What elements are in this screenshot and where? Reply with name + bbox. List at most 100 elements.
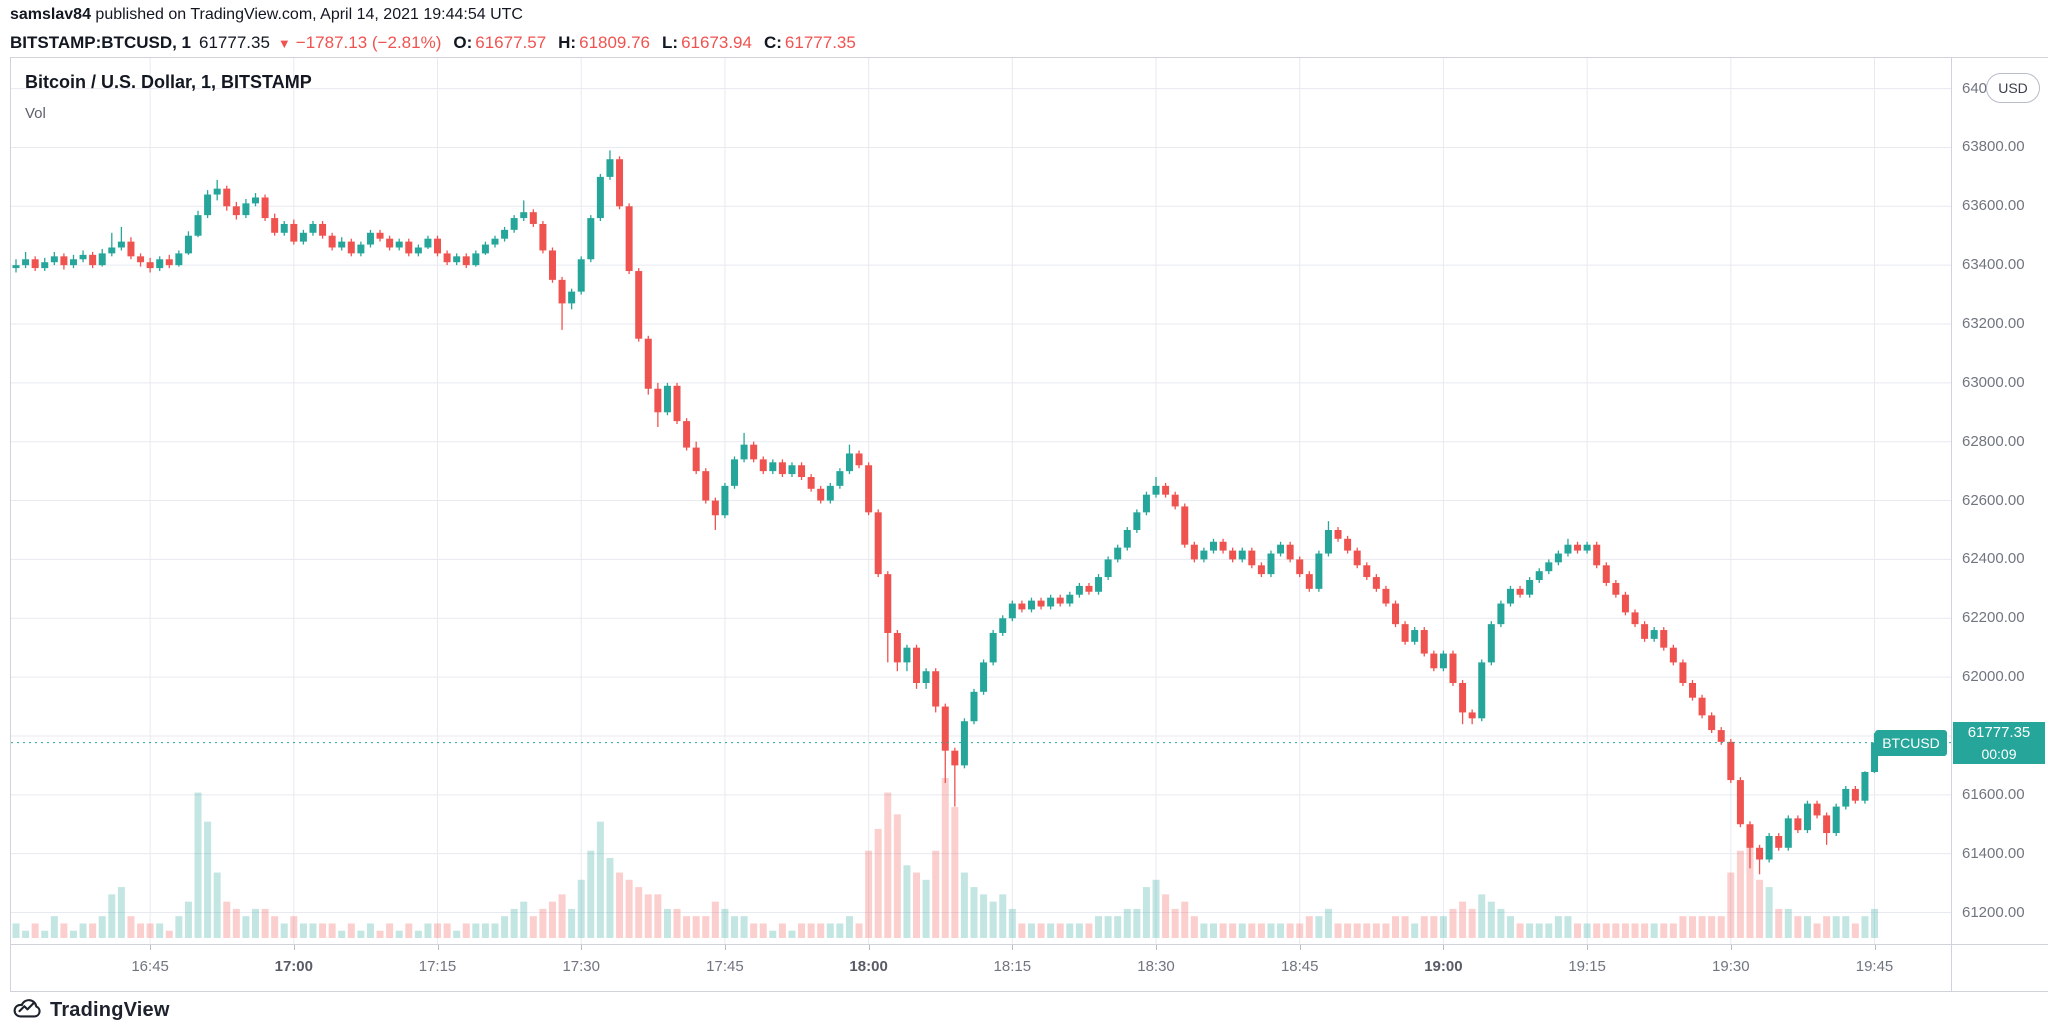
candle-body — [223, 188, 231, 207]
volume-bar — [644, 894, 652, 938]
candle-body — [1411, 630, 1419, 642]
price-axis-label: 62600.00 — [1962, 491, 2025, 509]
time-axis-label: 18:30 — [1137, 958, 1175, 975]
volume-bar — [501, 916, 509, 938]
volume-bar — [271, 916, 279, 938]
time-axis-label: 18:15 — [993, 958, 1032, 975]
volume-bar — [309, 923, 317, 938]
time-axis-label: 17:00 — [274, 958, 313, 975]
high-value: 61809.76 — [579, 33, 651, 52]
volume-bar — [1526, 923, 1534, 938]
volume-bar — [1583, 923, 1591, 938]
candle-body — [1554, 553, 1562, 563]
candle-body — [328, 235, 336, 248]
price-axis[interactable]: USD 61777.35 00:09 61200.00 61400.00 61600… — [1952, 58, 2048, 944]
candle-body — [1430, 653, 1438, 669]
volume-bar — [1641, 923, 1649, 938]
candle-body — [386, 238, 394, 248]
candle-body — [1497, 603, 1505, 625]
volume-bar — [520, 901, 528, 938]
candle-body — [1037, 600, 1045, 607]
volume-bar — [941, 778, 949, 938]
chart-area[interactable]: Bitcoin / U.S. Dollar, 1, BITSTAMP Vol U… — [10, 57, 2048, 992]
candle-body — [60, 256, 68, 266]
volume-bar — [1612, 923, 1620, 938]
candle-body — [520, 212, 528, 219]
volume-bar — [893, 814, 901, 938]
candle-body — [1075, 585, 1083, 595]
volume-bar — [98, 916, 106, 938]
volume-bar — [204, 821, 212, 938]
candle-body — [1315, 553, 1323, 589]
volume-bar — [778, 923, 786, 938]
volume-bar — [960, 872, 968, 938]
candle-body — [69, 259, 77, 266]
volume-bar — [1181, 901, 1189, 938]
volume-bar — [328, 923, 336, 938]
volume-bar — [146, 923, 154, 938]
candle-body — [1018, 603, 1026, 610]
volume-bar — [1027, 923, 1035, 938]
candle-body — [108, 247, 116, 254]
currency-toggle-button[interactable]: USD — [1986, 73, 2040, 103]
publish-info: samslav84 published on TradingView.com, … — [10, 6, 523, 24]
chart-title: Bitcoin / U.S. Dollar, 1, BITSTAMP — [25, 72, 312, 92]
volume-bar — [1267, 923, 1275, 938]
candle-body — [1008, 603, 1016, 619]
volume-bar — [1114, 916, 1122, 938]
candle-body — [491, 238, 499, 245]
candle-body — [357, 244, 365, 254]
volume-bar — [1497, 908, 1505, 938]
candle-body — [683, 421, 691, 448]
volume-bar — [1871, 908, 1879, 938]
tradingview-branding[interactable]: TradingView — [12, 995, 170, 1026]
volume-bar — [12, 923, 20, 938]
candlestick-plot[interactable] — [11, 58, 1951, 944]
candle-body — [1650, 630, 1658, 639]
volume-bar — [290, 916, 298, 938]
volume-bar — [31, 923, 39, 938]
volume-bar — [1210, 923, 1217, 938]
candle-body — [1602, 565, 1610, 583]
time-axis-label: 17:30 — [562, 958, 600, 975]
time-axis-tick — [293, 945, 295, 950]
candle-body — [893, 632, 901, 663]
volume-bar — [1631, 923, 1639, 938]
volume-bar — [922, 879, 930, 938]
time-axis[interactable]: 16:45 17:00 17:15 17:30 17:45 18:00 18:15 18:30… — [11, 945, 1951, 991]
volume-bar — [721, 908, 729, 938]
volume-bar — [1708, 916, 1716, 938]
candle-body — [999, 618, 1007, 633]
volume-bar — [89, 923, 97, 938]
volume-bar — [22, 930, 30, 938]
volume-bar — [587, 850, 595, 938]
volume-bar — [194, 792, 202, 938]
candle-body — [1181, 506, 1189, 545]
candle-body — [395, 241, 403, 248]
candle-body — [261, 197, 269, 219]
volume-bar — [874, 828, 882, 938]
down-triangle-icon: ▼ — [277, 36, 291, 51]
volume-bar — [1401, 916, 1409, 938]
candle-body — [1679, 662, 1687, 683]
candle-body — [127, 241, 135, 257]
candle-body — [1746, 824, 1754, 848]
candle-body — [1736, 780, 1744, 825]
volume-bar — [692, 916, 700, 938]
candle-body — [1066, 594, 1074, 604]
price-axis-label: 61600.00 — [1962, 785, 2025, 803]
candle-body — [1851, 788, 1859, 801]
time-axis-label: 19:00 — [1424, 958, 1463, 975]
volume-bar — [1219, 923, 1227, 938]
volume-bar — [1602, 923, 1610, 938]
volume-bar — [1775, 908, 1783, 938]
volume-bar — [453, 930, 461, 938]
last-price-value: 61777.35 — [1967, 723, 2031, 741]
candle-body — [1593, 544, 1601, 566]
candle-body — [1689, 682, 1696, 698]
candle-body — [606, 159, 614, 177]
volume-bar — [386, 923, 394, 938]
time-axis-label: 18:00 — [849, 958, 888, 975]
volume-bar — [817, 923, 825, 938]
time-axis-tick — [1443, 945, 1445, 950]
